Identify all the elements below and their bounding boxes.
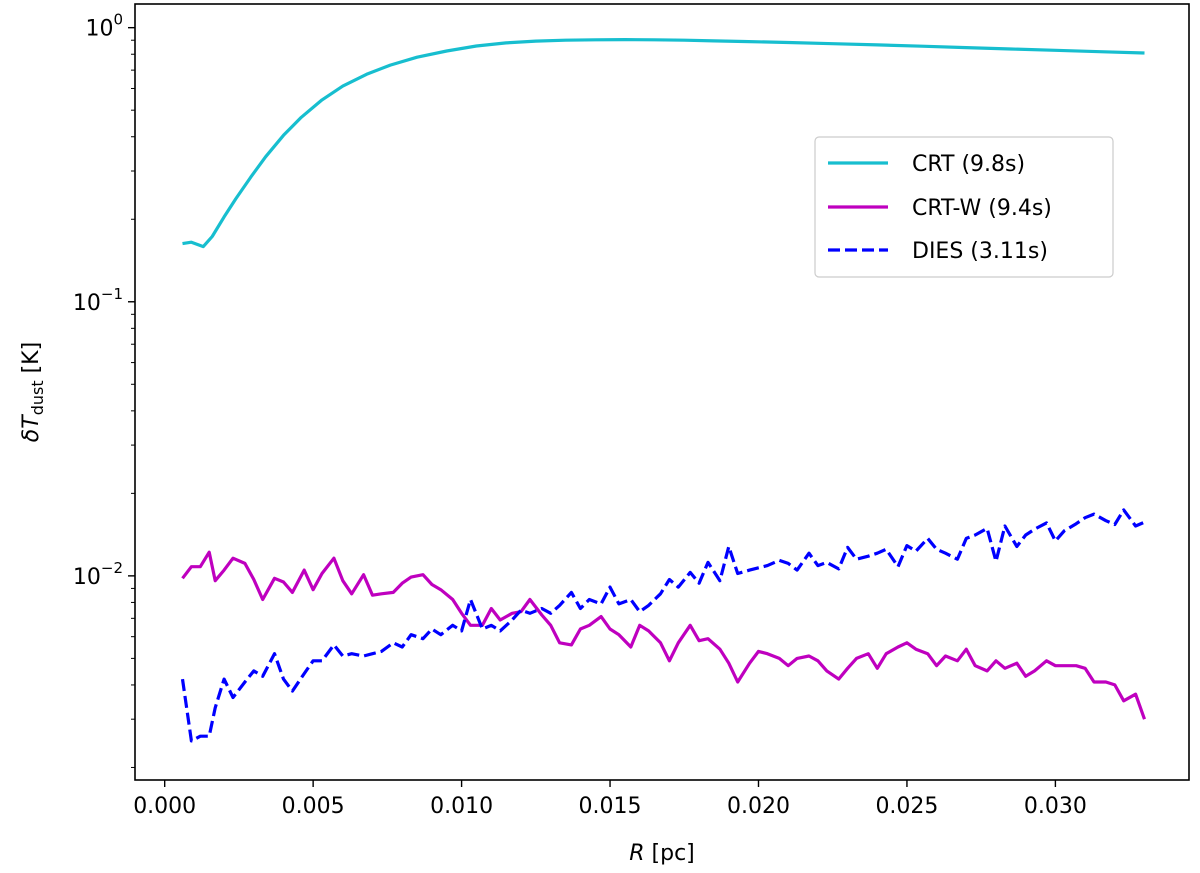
series-line-2 [180, 508, 1146, 743]
x-tick-label: 0.010 [430, 794, 493, 819]
y-axis: 100 10−1 10−2 [73, 11, 135, 768]
x-tick-label: 0.020 [727, 794, 790, 819]
plot-frame [134, 3, 1190, 781]
legend: CRT (9.8s) CRT-W (9.4s) DIES (3.11s) [814, 136, 1114, 278]
y-tick-label: 10−2 [73, 559, 123, 590]
x-tick-label: 0.025 [875, 794, 938, 819]
x-axis-label: R [pc] [629, 841, 695, 866]
x-tick-label: 0.000 [133, 794, 196, 819]
series-line-1 [181, 550, 1147, 720]
legend-label-crt-w: CRT-W (9.4s) [912, 196, 1052, 221]
x-tick-label: 0.015 [579, 794, 642, 819]
y-axis-label-subscript: dust [28, 380, 47, 415]
series-line-0 [182, 37, 1145, 249]
y-tick-label: 100 [85, 11, 123, 42]
x-axis-label-symbol: R [629, 841, 644, 866]
x-tick-label: 0.030 [1024, 794, 1087, 819]
y-axis-label-unit: [K] [19, 342, 44, 381]
x-axis: 0.000 0.005 0.010 0.015 0.020 0.025 0.030 [133, 780, 1087, 819]
series-layer [180, 37, 1147, 743]
x-axis-label-unit: [pc] [645, 841, 695, 866]
legend-label-dies: DIES (3.11s) [912, 239, 1048, 264]
y-axis-label-symbol: δT [19, 414, 44, 442]
legend-label-crt: CRT (9.8s) [912, 152, 1025, 177]
y-axis-label: δTdust [K] [19, 342, 47, 442]
y-tick-label: 10−1 [73, 285, 123, 316]
x-tick-label: 0.005 [282, 794, 345, 819]
legend-box [814, 136, 1114, 278]
